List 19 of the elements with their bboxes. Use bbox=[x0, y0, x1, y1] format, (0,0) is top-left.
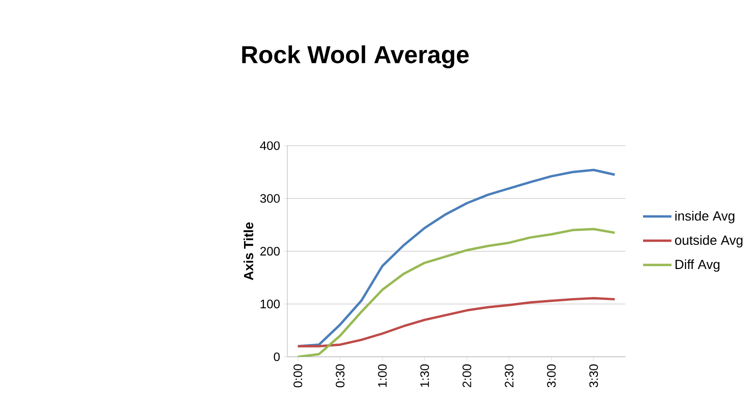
y-tick-label: 100 bbox=[260, 300, 280, 309]
y-tick-label: 300 bbox=[260, 194, 280, 203]
legend-label: Diff Avg bbox=[676, 260, 720, 272]
x-tick-label: 3:30 bbox=[589, 364, 598, 388]
x-tick-label: 3:00 bbox=[547, 364, 556, 388]
y-tick-label: 200 bbox=[260, 247, 280, 256]
legend-label: inside Avg bbox=[675, 211, 734, 224]
x-tick-label: 0:00 bbox=[294, 364, 302, 388]
chart-title: Rock Wool Average bbox=[242, 46, 469, 69]
x-tick-label: 1:00 bbox=[378, 364, 387, 388]
x-tick-label: 1:30 bbox=[420, 364, 429, 388]
legend-label: outside Avg bbox=[675, 235, 742, 248]
x-tick-label: 0:30 bbox=[336, 364, 344, 388]
y-tick-label: 400 bbox=[260, 142, 280, 150]
x-tick-label: 2:30 bbox=[504, 364, 514, 388]
y-tick-label: 0 bbox=[274, 352, 280, 362]
line-series bbox=[296, 297, 616, 348]
y-axis-title: Axis Title bbox=[244, 222, 254, 280]
x-tick-label: 2:00 bbox=[462, 364, 472, 388]
